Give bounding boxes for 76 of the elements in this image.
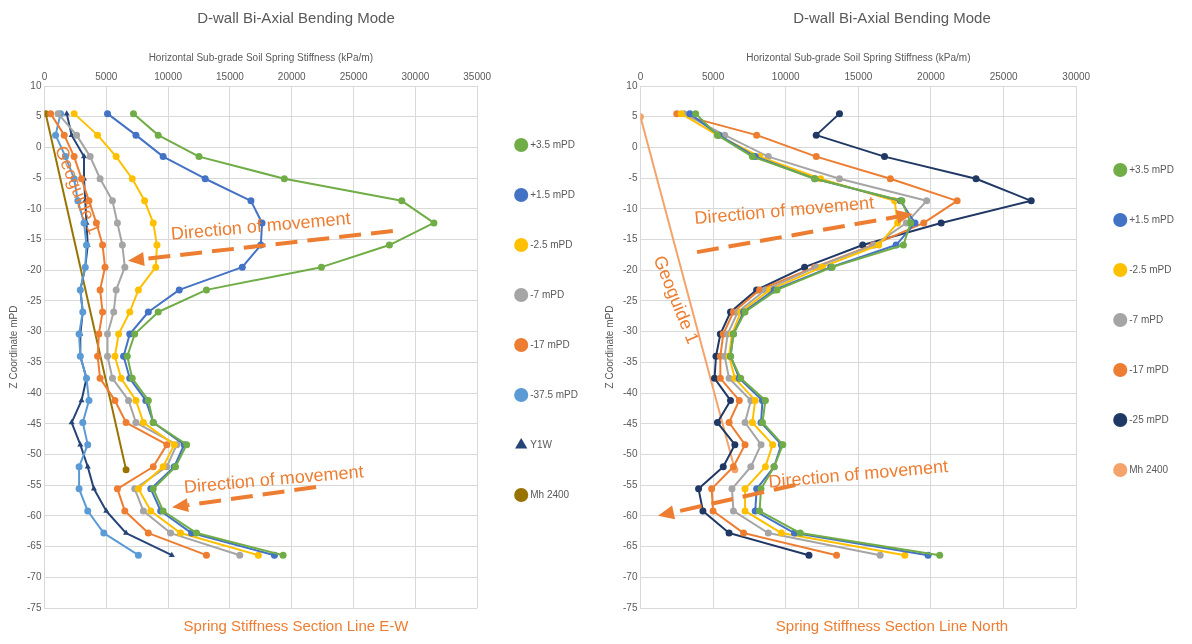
legend-label: +1.5 mPD [530,188,575,200]
x-tick-label: 30000 [401,70,430,82]
y-tick-label: -55 [623,478,638,490]
y-tick-label: -30 [623,325,638,337]
annotation: Direction of movement [693,192,875,229]
x-tick-label: 5000 [95,70,118,82]
text: Spring Stiffness Section Line North [775,617,1009,635]
y-tick-label: -70 [27,571,42,583]
legend-label: -37.5 mPD [530,388,578,400]
legend-label: Y1W [530,438,553,450]
y-tick-label: -25 [623,294,638,306]
y-tick-label: -60 [27,509,42,521]
y-tick-label: -70 [623,571,638,583]
y-tick-label: -75 [623,601,638,613]
y-tick-label: -65 [27,540,42,552]
y-tick-label: -35 [623,356,638,368]
y-tick-label: -50 [27,448,42,460]
x-tick-label: 20000 [277,70,307,82]
chart-title: D-wall Bi-Axial Bending Mode [197,9,395,27]
y-tick-label: 10 [626,79,638,91]
y-tick-label: -15 [27,233,42,245]
legend-label: -17 mPD [1129,363,1169,375]
text: Spring Stiffness Section Line E-W [183,617,410,635]
legend-label: -2.5 mPD [1129,263,1172,275]
legend-label: Mh 2400 [1129,463,1169,475]
y-tick-label: -50 [623,448,638,460]
y-tick-label: -30 [27,325,42,337]
legend-label: -17 mPD [530,338,570,350]
legend-label: -2.5 mPD [530,238,573,250]
x-tick-label: 15000 [216,70,245,82]
y-tick-label: -5 [32,171,42,183]
annotation: Direction of movement [170,208,352,244]
x-tick-label: 10000 [154,70,183,82]
y-axis-title: Z Coordinate mPD [7,305,19,389]
x-axis-title: Horizontal Sub-grade Soil Spring Stiffness (kPa/m) [746,51,971,63]
y-tick-label: -40 [623,386,638,398]
x-tick-label: 5000 [701,70,725,82]
y-tick-label: -60 [623,509,638,521]
y-axis-title: Z Coordinate mPD [603,305,615,389]
x-tick-label: 25000 [989,70,1018,82]
y-tick-label: -45 [623,417,638,429]
x-tick-label: 20000 [917,70,946,82]
y-tick-label: -40 [27,386,42,398]
y-tick-label: -35 [27,356,42,368]
x-tick-label: 10000 [771,70,801,82]
legend-label: -7 mPD [530,288,565,300]
annotation: Direction of movement [183,461,365,497]
y-tick-label: -10 [27,202,42,214]
x-axis-title: Horizontal Sub-grade Soil Spring Stiffness (kPa/m) [148,51,374,63]
legend-label: +3.5 mPD [530,138,575,150]
y-tick-label: -75 [27,601,42,613]
y-tick-label: -20 [623,263,638,275]
y-tick-label: -15 [623,233,638,245]
y-tick-label: 5 [35,110,42,122]
x-tick-label: 15000 [844,70,873,82]
legend-label: +1.5 mPD [1129,213,1175,225]
legend-label: Mh 2400 [530,488,570,500]
y-tick-label: -10 [623,202,638,214]
x-tick-label: 35000 [463,70,492,82]
y-tick-label: -55 [27,478,42,490]
y-tick-label: 0 [631,141,638,153]
legend-label: -7 mPD [1129,313,1164,325]
x-tick-label: 25000 [339,70,368,82]
y-tick-label: -20 [27,263,42,275]
y-tick-label: -65 [623,540,638,552]
y-tick-label: 0 [35,141,42,153]
y-tick-label: -5 [628,171,638,183]
legend-label: -25 mPD [1129,413,1169,425]
y-tick-label: -25 [27,294,42,306]
legend-label: +3.5 mPD [1129,163,1175,175]
y-tick-label: 10 [30,79,42,91]
y-tick-label: -45 [27,417,42,429]
y-tick-label: 5 [631,110,638,122]
x-tick-label: 30000 [1062,70,1091,82]
chart-title: D-wall Bi-Axial Bending Mode [793,9,991,27]
annotation: Direction of movement [767,456,949,492]
